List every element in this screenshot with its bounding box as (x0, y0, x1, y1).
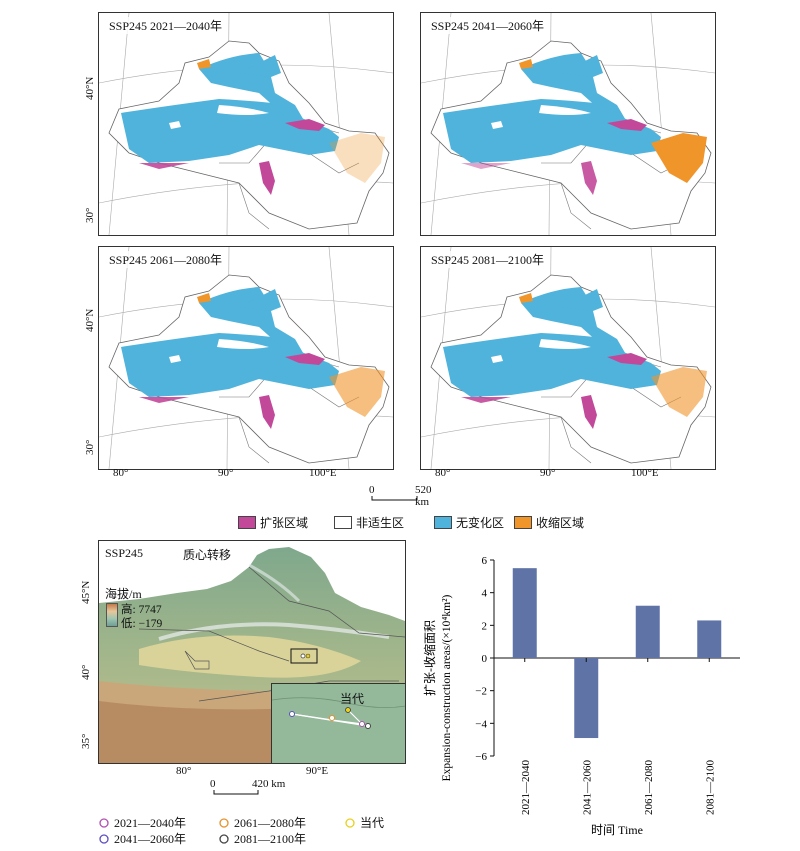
cm-lat-45: 45°N (80, 580, 92, 604)
x-axis-label: 时间 Time (591, 823, 643, 837)
elev-high: 高: 7747 (121, 604, 162, 616)
x-tick-label: 2021—2040 (520, 760, 532, 816)
centroid-marker-icon (345, 817, 355, 828)
centroid-legend-item: 2021—2040年 (98, 814, 186, 831)
centroid-legend-item: 2061—2080年 (218, 814, 306, 831)
legend-swatch (238, 516, 256, 529)
y-axis-label-cn: 扩张-收缩面积 (422, 620, 437, 696)
map-panel-title: SSP245 2041—2060年 (429, 17, 547, 34)
map-panel-title: SSP245 2021—2040年 (107, 17, 225, 34)
scale-bar-top: 0 520 km (369, 484, 432, 508)
y-tick-label: 0 (482, 653, 488, 665)
centroid-inset: 当代 (271, 683, 405, 763)
legend-swatch (514, 516, 532, 529)
centroid-legend-label: 2061—2080年 (234, 816, 307, 830)
inset-label: 当代 (340, 692, 365, 706)
map-panel-2: SSP245 2041—2060年 (420, 12, 716, 236)
scale-bar-bottom: 0 420 km (210, 778, 292, 798)
centroid-marker-icon (219, 833, 229, 844)
scale-zero-bottom: 0 (210, 778, 216, 790)
centroid-marker-icon (99, 833, 109, 844)
map-panel-3: SSP245 2061—2080年 (98, 246, 394, 470)
lon-80-left: 80° (113, 467, 129, 479)
elevation-ramp (106, 603, 118, 627)
x-tick-label: 2041—2060 (581, 760, 593, 816)
lat-40-top: 40°N (84, 76, 96, 100)
bar (574, 658, 599, 739)
map-panel-1: SSP245 2021—2040年 (98, 12, 394, 236)
scale-dist-bottom: 420 km (252, 778, 286, 790)
centroid-legend-item: 2041—2060年 (98, 830, 186, 847)
centroid-legend-label: 2081—2100年 (234, 832, 307, 846)
legend-item: 无变化区 (434, 514, 504, 531)
cm-lat-40: 40° (80, 664, 92, 680)
elevation-title: 海拔/m (105, 587, 142, 601)
y-tick-label: 4 (482, 588, 488, 600)
lon-100-right: 100°E (631, 467, 659, 479)
legend-item: 非适生区 (334, 514, 404, 531)
centroid-legend-item: 2081—2100年 (218, 830, 306, 847)
legend-item: 收缩区域 (514, 514, 584, 531)
x-tick-label: 2081—2100 (704, 760, 716, 816)
y-axis-label-en: Expansion-construction areas/(×10⁴km²) (441, 594, 453, 781)
y-tick-label: −4 (475, 718, 487, 730)
lon-90-left: 90° (218, 467, 234, 479)
x-tick-label: 2061—2080 (643, 760, 655, 816)
cm-lat-35: 35° (80, 733, 92, 749)
bar (512, 568, 537, 658)
legend-label: 非适生区 (356, 516, 405, 530)
expansion-bar-chart: −6 −4 −2 0 2 4 6 2021—2040 2041—2060 2061—2080 208… (422, 555, 740, 837)
centroid-title: SSP245 (105, 546, 144, 560)
legend-label: 扩张区域 (260, 516, 309, 530)
centroid-subtitle: 质心转移 (183, 548, 232, 562)
y-tick-label: 2 (482, 620, 488, 632)
centroid-legend-label: 2041—2060年 (114, 832, 187, 846)
scale-zero-top: 0 (369, 484, 375, 496)
cm-lon-90: 90°E (306, 765, 329, 777)
legend-label: 无变化区 (456, 516, 505, 530)
y-tick-label: −6 (475, 751, 487, 763)
bar (635, 605, 660, 658)
legend-swatch (434, 516, 452, 529)
y-tick-label: −2 (475, 686, 487, 698)
lat-40-bottom: 40°N (84, 308, 96, 332)
map-panel-title: SSP245 2081—2100年 (429, 251, 547, 268)
cm-lon-80: 80° (176, 765, 192, 777)
scale-dist-top: 520 km (415, 484, 432, 508)
centroid-marker-icon (99, 817, 109, 828)
lon-80-right: 80° (435, 467, 451, 479)
map-panel-title: SSP245 2061—2080年 (107, 251, 225, 268)
lon-100-left: 100°E (309, 467, 337, 479)
lon-90-right: 90° (540, 467, 556, 479)
legend-label: 收缩区域 (536, 516, 585, 530)
map-panel-4: SSP245 2081—2100年 (420, 246, 716, 470)
centroid-legend-label: 当代 (360, 816, 385, 830)
centroid-legend-item: 当代 (344, 814, 384, 831)
centroid-legend-label: 2021—2040年 (114, 816, 187, 830)
legend-item: 扩张区域 (238, 514, 308, 531)
y-tick-label: 6 (482, 555, 488, 567)
centroid-marker-icon (219, 817, 229, 828)
legend-swatch (334, 516, 352, 529)
bar (697, 620, 722, 658)
lat-30-bottom: 30° (84, 439, 96, 455)
centroid-map: SSP245 质心转移 海拔/m 高: 7747 低: −179 当代 (98, 540, 406, 764)
elev-low: 低: −179 (121, 618, 163, 630)
lat-30-top: 30° (84, 207, 96, 223)
